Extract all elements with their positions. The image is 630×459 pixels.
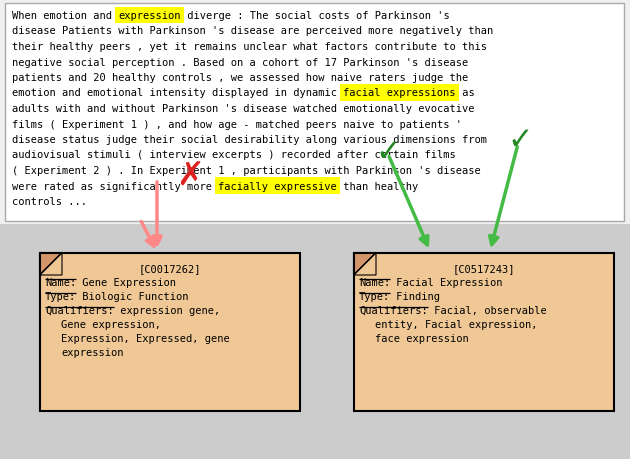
Text: [C0517243]: [C0517243] — [453, 263, 515, 274]
Text: Gene expression,: Gene expression, — [61, 319, 161, 329]
Text: Gene Expression: Gene Expression — [76, 277, 176, 287]
Text: Facial, observable: Facial, observable — [428, 305, 546, 315]
FancyBboxPatch shape — [5, 4, 624, 222]
Text: adults with and without Parkinson 's disease watched emotionally evocative: adults with and without Parkinson 's dis… — [12, 104, 474, 114]
Text: controls ...: controls ... — [12, 196, 87, 207]
Text: Finding: Finding — [390, 291, 440, 302]
Text: expression gene,: expression gene, — [114, 305, 220, 315]
Text: facial expressions: facial expressions — [343, 88, 455, 98]
Polygon shape — [40, 253, 62, 275]
Text: ✓: ✓ — [507, 125, 533, 154]
FancyBboxPatch shape — [354, 253, 614, 411]
Text: audiovisual stimuli ( interview excerpts ) recorded after certain films: audiovisual stimuli ( interview excerpts… — [12, 150, 455, 160]
Text: Qualifiers:: Qualifiers: — [359, 305, 428, 315]
Text: patients and 20 healthy controls , we assessed how naive raters judge the: patients and 20 healthy controls , we as… — [12, 73, 468, 83]
Text: negative social perception . Based on a cohort of 17 Parkinson 's disease: negative social perception . Based on a … — [12, 57, 468, 67]
Text: ( Experiment 2 ) . In Experiment 1 , participants with Parkinson 's disease: ( Experiment 2 ) . In Experiment 1 , par… — [12, 166, 481, 176]
FancyBboxPatch shape — [0, 224, 630, 459]
Text: were rated as significantly more: were rated as significantly more — [12, 181, 218, 191]
Text: Name:: Name: — [359, 277, 390, 287]
Text: than healthy: than healthy — [337, 181, 418, 191]
Text: emotion and emotional intensity displayed in dynamic: emotion and emotional intensity displaye… — [12, 88, 343, 98]
Text: disease status judge their social desirability along various dimensions from: disease status judge their social desira… — [12, 134, 487, 145]
Text: diverge : The social costs of Parkinson 's: diverge : The social costs of Parkinson … — [181, 11, 449, 21]
Text: as: as — [455, 88, 474, 98]
Text: films ( Experiment 1 ) , and how age - matched peers naive to patients ': films ( Experiment 1 ) , and how age - m… — [12, 119, 462, 129]
Text: their healthy peers , yet it remains unclear what factors contribute to this: their healthy peers , yet it remains unc… — [12, 42, 487, 52]
Text: entity, Facial expression,: entity, Facial expression, — [375, 319, 537, 329]
Text: ✗: ✗ — [176, 158, 204, 191]
FancyBboxPatch shape — [40, 253, 300, 411]
Text: Qualifiers:: Qualifiers: — [45, 305, 114, 315]
Text: When emotion and: When emotion and — [12, 11, 118, 21]
Text: Expression, Expressed, gene: Expression, Expressed, gene — [61, 333, 230, 343]
Text: Type:: Type: — [359, 291, 390, 302]
Polygon shape — [354, 253, 376, 275]
Text: expression: expression — [61, 347, 123, 357]
Text: Name:: Name: — [45, 277, 76, 287]
Polygon shape — [40, 253, 62, 275]
Polygon shape — [354, 253, 376, 275]
Text: [C0017262]: [C0017262] — [139, 263, 201, 274]
Text: Biologic Function: Biologic Function — [76, 291, 189, 302]
Text: ✓: ✓ — [375, 137, 401, 166]
Text: Type:: Type: — [45, 291, 76, 302]
Text: facially expressive: facially expressive — [218, 181, 337, 191]
Text: face expression: face expression — [375, 333, 469, 343]
Text: Facial Expression: Facial Expression — [390, 277, 503, 287]
Text: expression: expression — [118, 11, 181, 21]
Text: disease Patients with Parkinson 's disease are perceived more negatively than: disease Patients with Parkinson 's disea… — [12, 27, 493, 36]
